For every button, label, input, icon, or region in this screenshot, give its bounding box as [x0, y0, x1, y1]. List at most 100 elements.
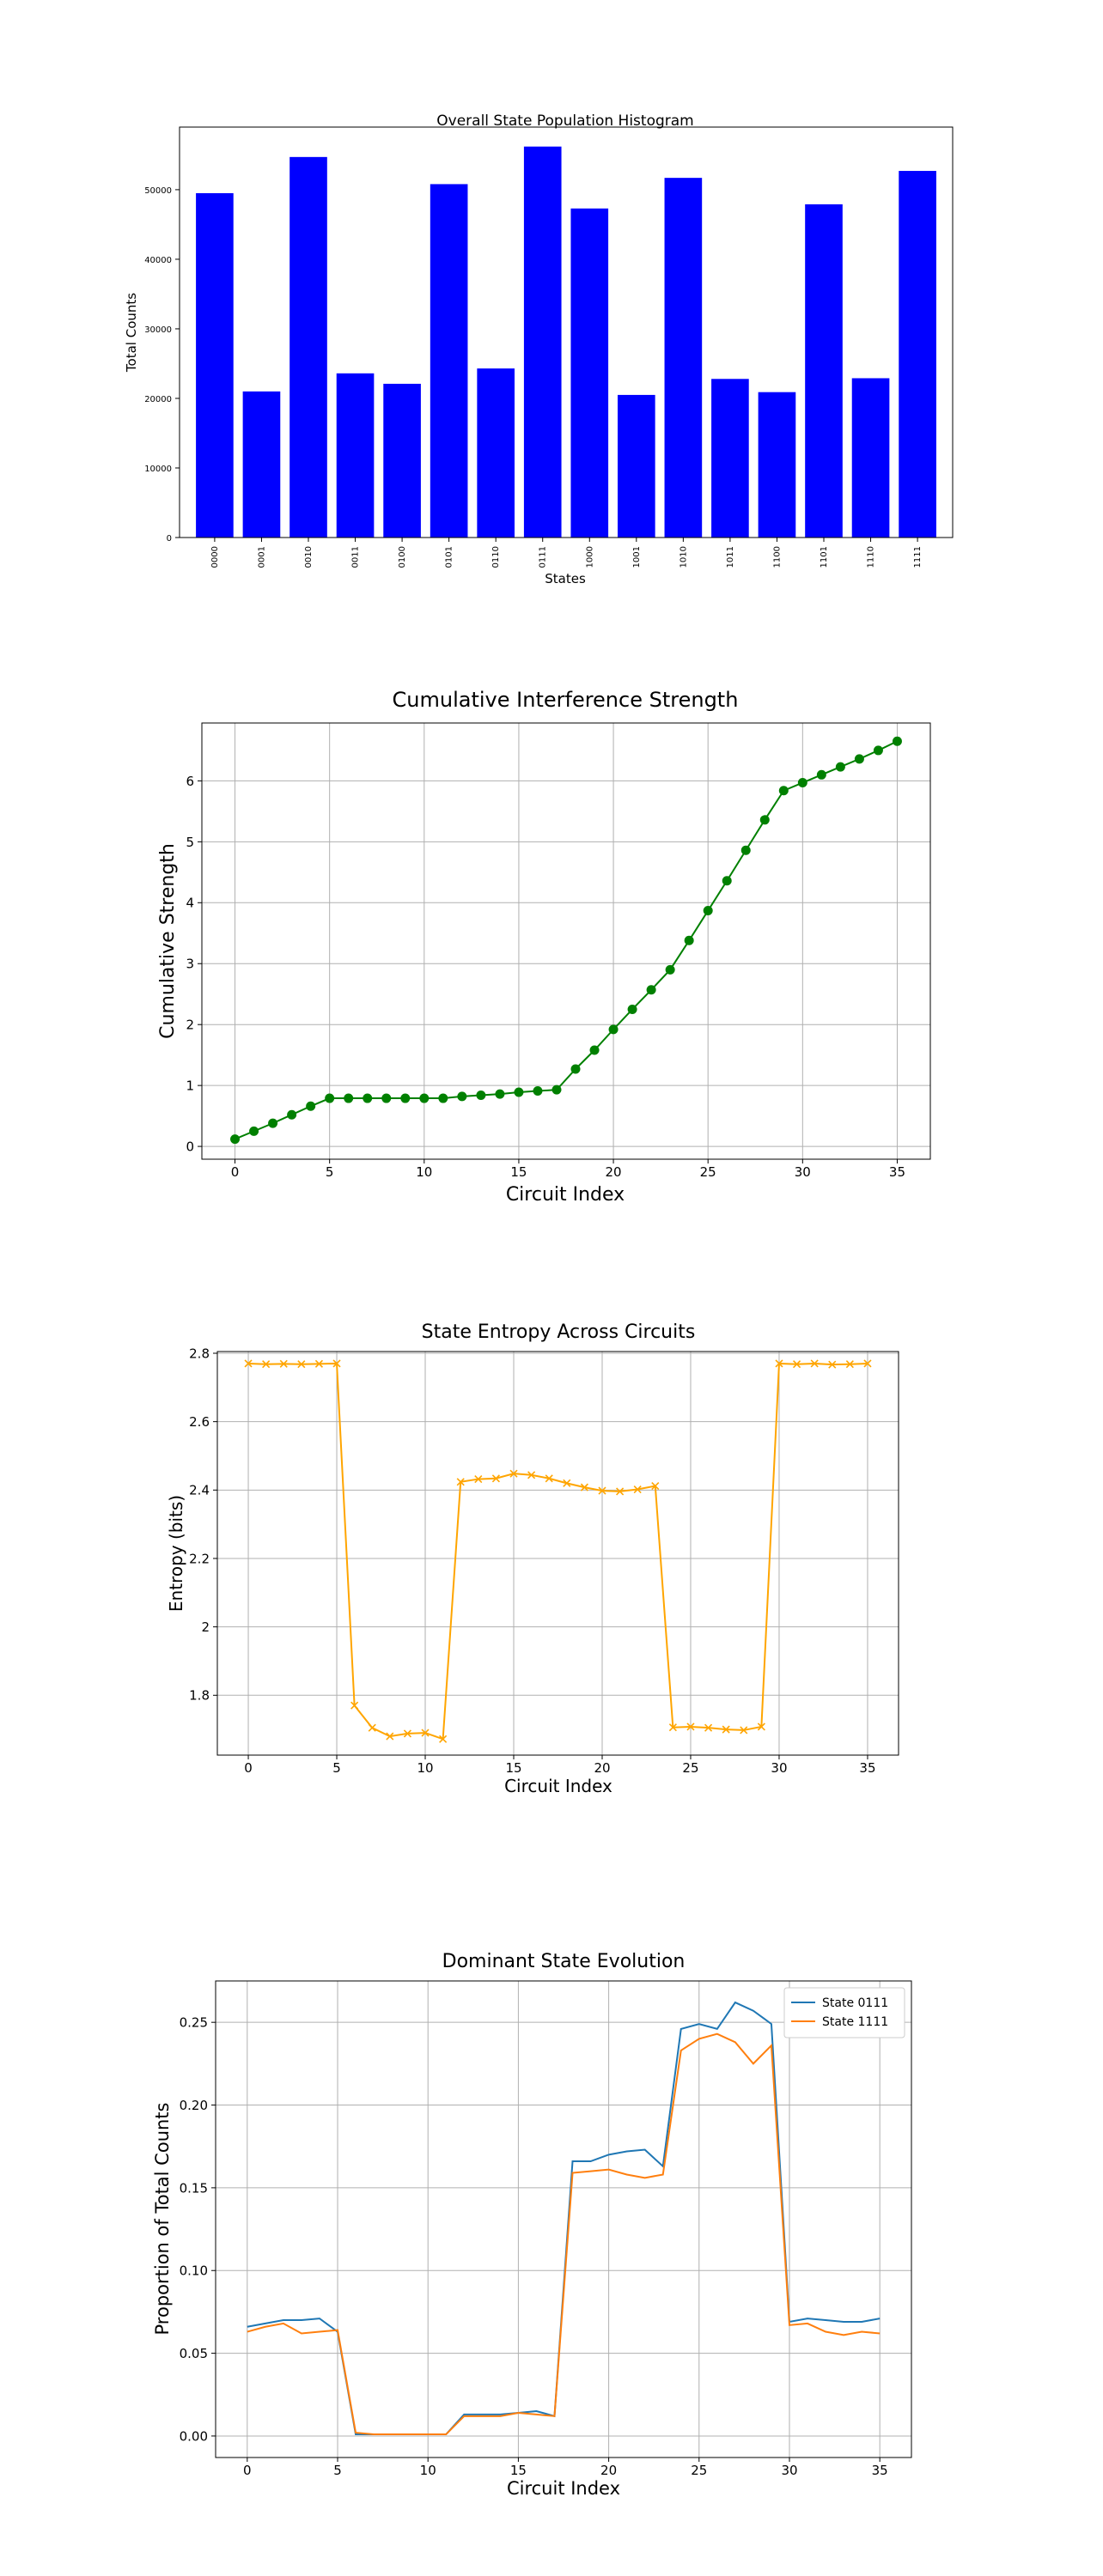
x-tick-label: 1100	[772, 546, 782, 568]
data-point	[570, 1064, 581, 1074]
cumulative-series	[230, 736, 902, 1145]
data-point	[368, 1723, 376, 1732]
data-point	[835, 762, 845, 772]
y-tick-label: 2.2	[189, 1551, 210, 1566]
legend-label: State 0111	[822, 1996, 888, 2010]
data-point	[684, 935, 694, 945]
x-tick-label: 0011	[351, 546, 361, 568]
data-point	[633, 1485, 642, 1494]
data-point	[268, 1118, 278, 1128]
dominant-y-ticks: 0.00 0.05 0.10 0.15 0.20 0.25	[180, 2015, 216, 2444]
data-point	[400, 1093, 411, 1103]
x-tick-label: 10	[420, 2463, 436, 2478]
x-tick-label: 5	[326, 1164, 334, 1180]
data-point	[665, 964, 675, 975]
data-point	[892, 736, 902, 746]
x-tick-label: 15	[505, 1760, 521, 1776]
dominant-y-axis-label: Proportion of Total Counts	[152, 2103, 173, 2336]
x-tick-label: 30	[795, 1164, 811, 1180]
x-tick-label: 1001	[632, 546, 642, 568]
data-point	[474, 1475, 483, 1484]
bar-1100	[758, 392, 796, 538]
y-tick-label: 40000	[144, 256, 172, 265]
dominant-x-ticks: 0 5 10 15 20 25 30 35	[243, 2458, 888, 2478]
y-tick-label: 0.10	[180, 2263, 208, 2279]
bar-1001	[618, 394, 655, 538]
data-point	[439, 1735, 448, 1743]
data-point	[651, 1481, 660, 1491]
x-tick-label: 1111	[913, 546, 923, 568]
series-line-state-1111	[247, 2032, 881, 2436]
data-point	[421, 1728, 430, 1737]
x-tick-label: 0110	[491, 546, 501, 568]
x-tick-label: 0111	[539, 546, 548, 568]
entropy-chart: State Entropy Across Circuits 0 5 10 15 20 25…	[166, 1321, 899, 1796]
data-point	[757, 1722, 765, 1731]
dominant-title: Dominant State Evolution	[442, 1951, 686, 1972]
data-point	[580, 1483, 588, 1492]
data-point	[810, 1359, 819, 1368]
data-point	[230, 1134, 241, 1145]
data-point	[589, 1045, 600, 1055]
x-tick-label: 25	[700, 1164, 716, 1180]
y-tick-label: 2	[186, 1018, 194, 1033]
data-point	[740, 845, 751, 855]
cumulative-x-ticks: 0 5 10 15 20 25 30 35	[231, 1159, 905, 1180]
data-point	[249, 1126, 259, 1136]
data-point	[527, 1471, 536, 1479]
data-point	[514, 1087, 524, 1097]
x-tick-label: 30	[781, 2463, 797, 2478]
histogram-bars	[196, 146, 936, 538]
histogram-y-ticks: 0 10000 20000 30000 40000 50000	[144, 186, 180, 544]
entropy-y-axis-label: Entropy (bits)	[166, 1495, 186, 1612]
data-point	[306, 1101, 316, 1111]
data-point	[828, 1360, 837, 1369]
x-tick-label: 10	[417, 1760, 433, 1776]
data-point	[495, 1089, 505, 1099]
bar-0010	[289, 156, 327, 538]
bar-1011	[711, 379, 749, 538]
data-point	[262, 1360, 271, 1369]
data-point	[244, 1359, 253, 1368]
cumulative-title: Cumulative Interference Strength	[393, 688, 739, 712]
x-tick-label: 1010	[679, 546, 688, 568]
bar-0000	[196, 192, 234, 538]
dominant-state-chart: Dominant State Evolution 0 5 10 15 20 25 30 35 …	[152, 1951, 912, 2499]
y-tick-label: 5	[186, 835, 194, 850]
bar-0110	[477, 368, 515, 538]
data-point	[845, 1360, 854, 1369]
data-point	[545, 1474, 553, 1483]
x-tick-label: 20	[600, 2463, 617, 2478]
x-tick-label: 15	[510, 2463, 527, 2478]
series-line	[235, 740, 898, 1140]
y-tick-label: 0.20	[180, 2098, 208, 2113]
dominant-series	[247, 2001, 881, 2436]
x-tick-label: 10	[416, 1164, 432, 1180]
y-tick-label: 2	[201, 1619, 210, 1635]
bar-1111	[899, 171, 936, 538]
x-tick-label: 35	[859, 1760, 875, 1776]
bar-0100	[383, 383, 421, 538]
y-tick-label: 0.05	[180, 2346, 208, 2361]
histogram-title: Overall State Population Histogram	[436, 112, 693, 130]
x-tick-label: 1101	[820, 546, 829, 568]
entropy-x-ticks: 0 5 10 15 20 25 30 35	[244, 1755, 876, 1776]
data-point	[863, 1359, 872, 1368]
entropy-series	[244, 1359, 872, 1743]
y-tick-label: 0.00	[180, 2428, 208, 2444]
x-tick-label: 0000	[210, 546, 220, 568]
data-point	[363, 1093, 373, 1103]
data-point	[419, 1093, 430, 1103]
y-tick-label: 0.25	[180, 2015, 208, 2031]
data-point	[457, 1091, 467, 1102]
data-point	[332, 1359, 341, 1368]
x-tick-label: 1011	[726, 546, 735, 568]
entropy-grid	[217, 1352, 899, 1755]
data-point	[668, 1723, 677, 1732]
y-tick-label: 2.6	[189, 1414, 210, 1430]
data-point	[438, 1093, 448, 1103]
data-point	[816, 769, 826, 780]
y-tick-label: 2.8	[189, 1346, 210, 1361]
y-tick-label: 1	[186, 1078, 194, 1094]
bar-0001	[242, 391, 281, 538]
